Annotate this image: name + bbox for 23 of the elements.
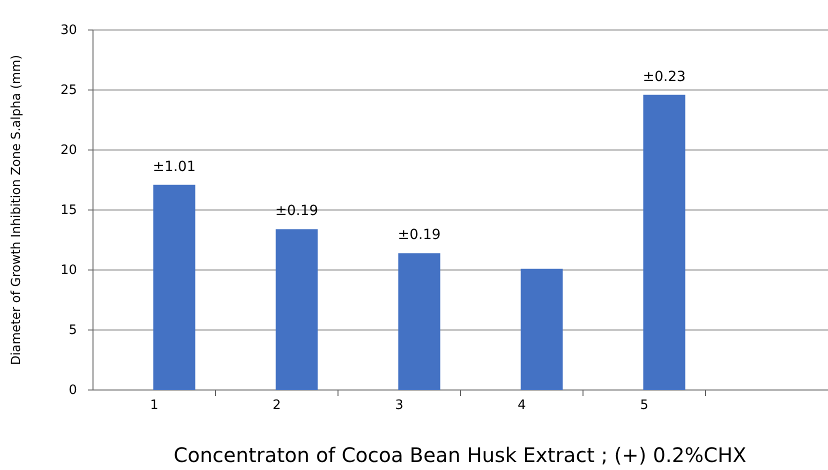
bar [276,229,318,390]
y-axis-title: Diameter of Growth Inhibition Zone S.alpha (mm) [8,54,23,366]
y-tick-label: 20 [60,143,77,158]
bar [520,268,563,390]
x-tick-label: 3 [395,398,404,413]
annotation: ±0.19 [398,227,441,244]
x-tick-label: 2 [272,398,281,413]
bar [643,94,686,390]
x-axis-title: Concentraton of Cocoa Bean Husk Extract ; (+) 0.2%CHX [174,443,747,467]
annotation: ±0.19 [275,203,318,220]
bar [398,253,440,390]
x-tick-label: 5 [640,398,648,413]
x-tick-label: 4 [518,398,526,413]
annotation: ±0.23 [642,68,686,85]
annotation: ±1.01 [152,158,196,175]
y-tick-label: 15 [60,203,77,218]
y-tick-label: 30 [60,23,77,38]
y-tick-label: 10 [60,263,77,278]
bar [153,184,196,390]
y-tick-label: 0 [68,383,77,398]
x-tick-label: 1 [150,398,158,413]
y-tick-label: 25 [60,83,77,98]
y-tick-label: 5 [68,323,77,338]
